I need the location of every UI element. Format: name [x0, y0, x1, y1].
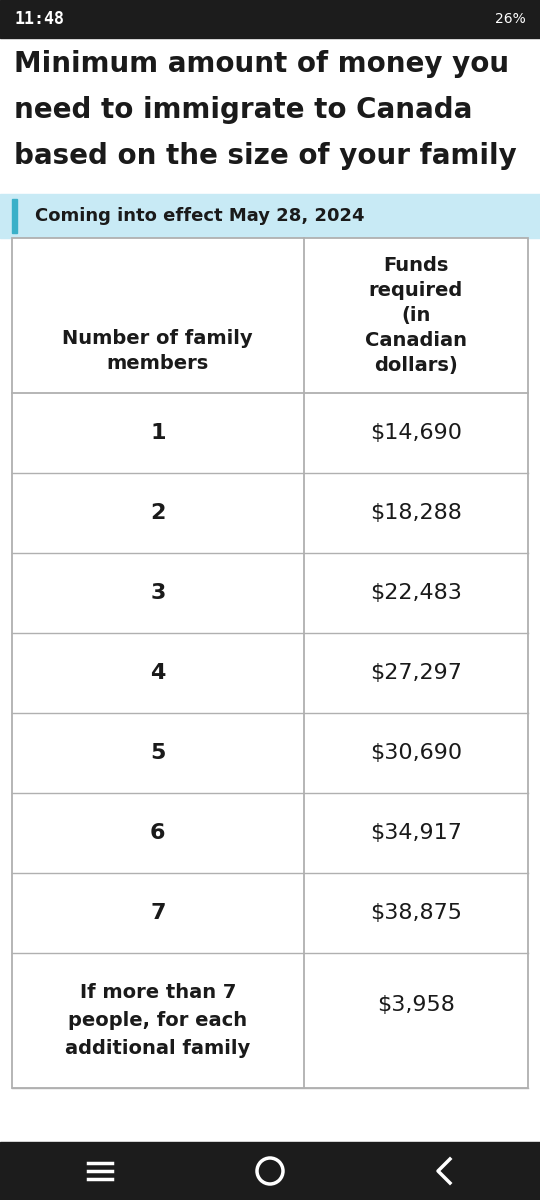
Text: 26%: 26%: [495, 12, 526, 26]
Text: $3,958: $3,958: [377, 996, 455, 1015]
Text: $38,875: $38,875: [370, 902, 462, 923]
Text: 5: 5: [150, 743, 165, 763]
Text: 4: 4: [150, 662, 165, 683]
Text: 2: 2: [150, 503, 165, 523]
Text: $27,297: $27,297: [370, 662, 462, 683]
Text: 6: 6: [150, 823, 166, 842]
Text: $34,917: $34,917: [370, 823, 462, 842]
Bar: [0, 194, 540, 238]
Text: 11:48: 11:48: [14, 10, 64, 28]
Bar: [12, 238, 528, 1088]
Text: need to immigrate to Canada: need to immigrate to Canada: [14, 96, 472, 124]
Text: based on the size of your family: based on the size of your family: [14, 142, 517, 170]
Text: $14,690: $14,690: [370, 422, 462, 443]
Text: $30,690: $30,690: [370, 743, 462, 763]
Text: 7: 7: [150, 902, 166, 923]
Text: $18,288: $18,288: [370, 503, 462, 523]
Text: Minimum amount of money you: Minimum amount of money you: [14, 50, 509, 78]
Text: Funds
required
(in
Canadian
dollars): Funds required (in Canadian dollars): [365, 256, 467, 374]
Bar: [0, 0, 540, 38]
Text: 3: 3: [150, 583, 165, 602]
Text: If more than 7
people, for each
additional family: If more than 7 people, for each addition…: [65, 983, 251, 1058]
Text: Number of family
members: Number of family members: [63, 329, 253, 373]
Bar: [0, 1142, 540, 1200]
Text: 1: 1: [150, 422, 166, 443]
Text: Coming into effect May 28, 2024: Coming into effect May 28, 2024: [35, 206, 365, 226]
Text: $22,483: $22,483: [370, 583, 462, 602]
Bar: [12, 199, 17, 233]
